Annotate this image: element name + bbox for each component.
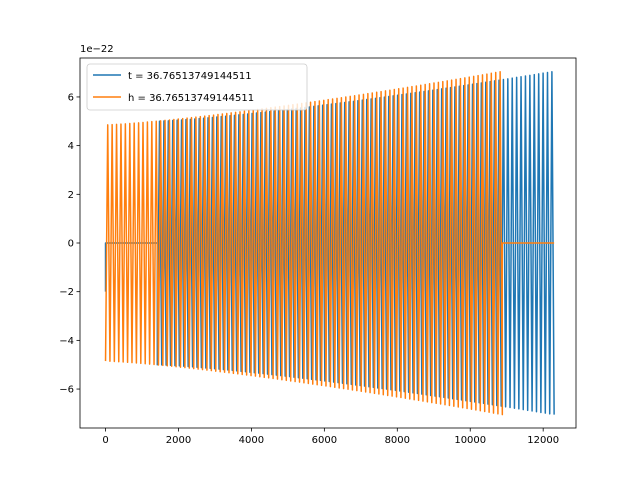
y-axis: −6 −4 −2 0 2 4 6 (59, 92, 80, 396)
y-tick-label: −4 (59, 336, 74, 347)
x-tick-label: 12000 (527, 435, 559, 446)
y-tick-label: 6 (68, 92, 74, 103)
y-tick-label: 2 (68, 190, 74, 201)
x-tick-label: 4000 (239, 435, 264, 446)
x-axis: 0 2000 4000 6000 8000 10000 12000 (102, 428, 559, 446)
legend-label-h: h = 36.76513749144511 (128, 93, 254, 104)
legend-label-t: t = 36.76513749144511 (128, 71, 252, 82)
legend-box (86, 63, 308, 111)
x-tick-label: 6000 (312, 435, 337, 446)
legend: t = 36.76513749144511 h = 36.76513749144… (86, 63, 308, 111)
y-tick-label: 0 (68, 239, 74, 250)
y-tick-label: 4 (68, 141, 74, 152)
y-offset-label: 1e−22 (80, 44, 114, 55)
y-tick-label: −6 (59, 385, 74, 396)
x-tick-label: 0 (102, 435, 108, 446)
y-tick-label: −2 (59, 287, 74, 298)
x-tick-label: 10000 (454, 435, 486, 446)
x-tick-label: 2000 (166, 435, 191, 446)
x-tick-label: 8000 (385, 435, 410, 446)
series-line-t (104, 71, 555, 415)
